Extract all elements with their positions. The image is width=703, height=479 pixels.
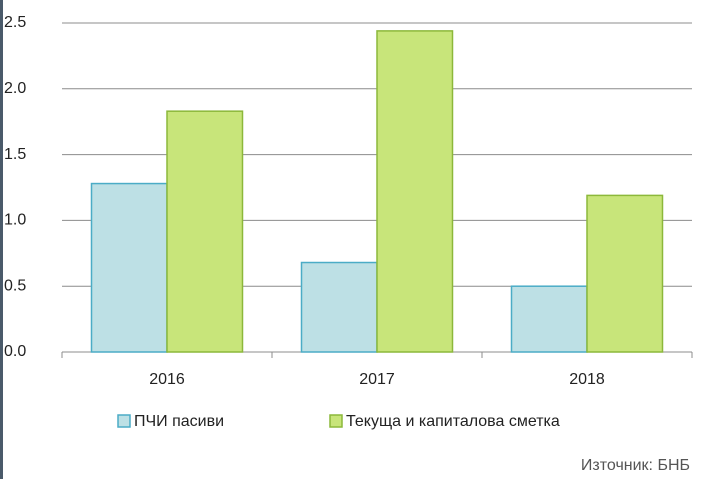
x-tick-label: 2018 [569,371,605,388]
y-tick-label: 2.0 [4,80,26,97]
x-tick-label: 2016 [149,371,185,388]
y-tick-label: 1.0 [4,212,26,229]
bar [376,30,454,353]
y-tick-label: 0.0 [4,343,26,360]
y-tick-label: 0.5 [4,277,26,294]
bar [586,194,664,353]
legend-label: ПЧИ пасиви [134,413,224,430]
y-tick-label: 2.5 [4,14,26,31]
legend-swatch [329,414,343,428]
legend-swatch [117,414,131,428]
left-border [0,0,3,479]
x-tick-label: 2017 [359,371,395,388]
bar [300,261,378,353]
bar [90,182,168,353]
y-tick-label: 1.5 [4,146,26,163]
legend-label: Текуща и капиталова сметка [346,413,560,430]
source-note: Източник: БНБ [581,457,690,474]
bar [166,110,244,353]
bar [510,285,588,353]
